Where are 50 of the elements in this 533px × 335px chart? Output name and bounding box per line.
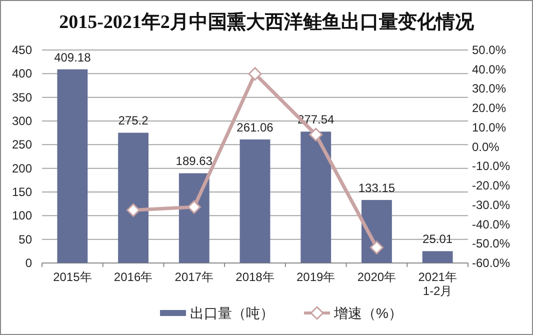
x-tick-label: 2017年 bbox=[174, 270, 214, 284]
data-label: 25.01 bbox=[422, 232, 453, 246]
x-tick-label: 2018年 bbox=[236, 270, 274, 284]
bar bbox=[300, 132, 332, 263]
chart-title: 2015-2021年2月中国熏大西洋鲑鱼出口量变化情况 bbox=[59, 11, 475, 33]
x-tick-label: 2020年 bbox=[357, 270, 396, 284]
point bbox=[187, 200, 201, 214]
data-label: 409.18 bbox=[54, 50, 92, 64]
y-tick-label: 200 bbox=[12, 161, 32, 176]
y2-tick-label: -50.0% bbox=[472, 236, 510, 251]
legend-label: 出口量（吨） bbox=[190, 305, 274, 321]
data-label: 189.63 bbox=[176, 154, 213, 168]
data-label: 275.2 bbox=[118, 114, 149, 128]
x-tick-label: 2019年 bbox=[296, 270, 336, 284]
y-tick-label: 250 bbox=[12, 138, 32, 152]
y2-tick-label: -20.0% bbox=[472, 178, 510, 193]
y-tick-label: 0 bbox=[25, 256, 32, 270]
y-tick-label: 150 bbox=[12, 185, 32, 199]
point bbox=[370, 240, 384, 254]
y2-tick-label: 30.0% bbox=[472, 82, 506, 96]
data-label: 261.06 bbox=[236, 120, 274, 134]
x-tick-label: 2021年 1-2月 bbox=[418, 270, 457, 298]
x-tick-label: 2015年 bbox=[53, 270, 92, 284]
y2-tick-label: 10.0% bbox=[472, 120, 506, 134]
y-tick-label: 350 bbox=[12, 90, 32, 104]
y2-tick-label: 50.0% bbox=[472, 43, 506, 57]
bar bbox=[362, 200, 392, 263]
y2-tick-label: -60.0% bbox=[472, 256, 510, 270]
y2-tick-label: -40.0% bbox=[472, 217, 510, 232]
bar bbox=[178, 173, 210, 263]
x-tick-label: 2016年 bbox=[114, 270, 153, 284]
bar bbox=[118, 132, 148, 263]
point bbox=[126, 203, 140, 217]
y-tick-label: 100 bbox=[12, 208, 32, 223]
y2-tick-label: 40.0% bbox=[472, 62, 506, 76]
y2-tick-label: 0.0% bbox=[472, 140, 500, 154]
y-tick-label: 300 bbox=[12, 114, 32, 128]
y2-tick-label: -10.0% bbox=[472, 159, 510, 174]
y-tick-label: 450 bbox=[12, 43, 32, 57]
y2-tick-label: -30.0% bbox=[472, 198, 510, 212]
bar bbox=[57, 69, 88, 263]
y2-tick-label: 20.0% bbox=[472, 101, 506, 116]
bar bbox=[422, 251, 453, 263]
bar bbox=[240, 139, 270, 263]
point bbox=[248, 67, 262, 81]
y-tick-label: 400 bbox=[12, 66, 32, 81]
y-tick-label: 50 bbox=[18, 232, 32, 246]
legend-label: 增速（%） bbox=[333, 305, 402, 321]
point bbox=[309, 128, 323, 142]
data-label: 133.15 bbox=[358, 180, 396, 195]
